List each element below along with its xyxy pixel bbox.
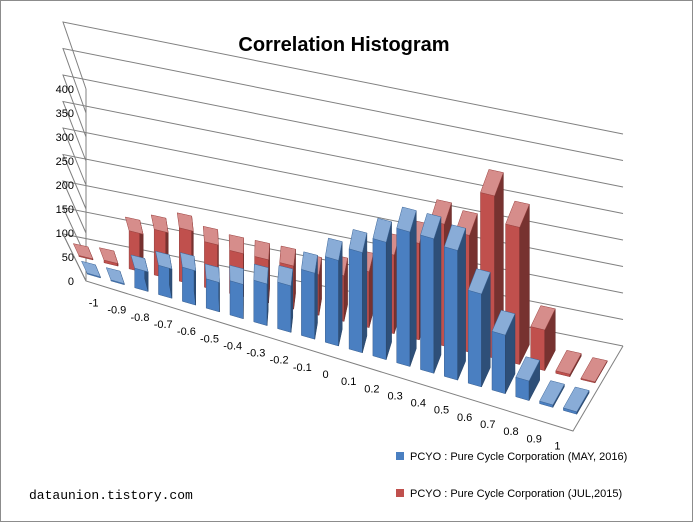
bar-may-2016-0.7 xyxy=(491,309,516,395)
bar-may-2016-0.5 xyxy=(443,224,466,381)
bar-may-2016--0.2 xyxy=(277,265,294,333)
y-tick-label: 400 xyxy=(56,84,74,96)
x-tick-label: -0.3 xyxy=(246,348,265,360)
x-tick-label: 0.6 xyxy=(457,412,472,424)
x-tick-label: -0.4 xyxy=(223,340,242,352)
y-tick-label: 350 xyxy=(56,108,74,120)
bar-may-2016--0.9 xyxy=(105,267,125,286)
legend-label-may-2016: PCYO : Pure Cycle Corporation (MAY, 2016… xyxy=(410,451,627,463)
gridline xyxy=(62,100,624,214)
legend-swatch-may-2016 xyxy=(396,452,404,460)
y-tick-label: 100 xyxy=(56,228,74,240)
bars xyxy=(72,169,608,416)
bar-may-2016-0.6 xyxy=(467,268,491,388)
x-tick-label: 0.2 xyxy=(364,383,379,395)
x-tick-label: -0.5 xyxy=(200,333,219,345)
x-tick-label: 0 xyxy=(322,369,328,381)
gridline xyxy=(62,21,624,135)
bar-may-2016--0.4 xyxy=(229,264,244,320)
legend-swatch-jul-2015 xyxy=(396,489,404,497)
gridline xyxy=(62,74,624,188)
bar-jul-2015-1 xyxy=(580,357,608,384)
bar-may-2016-0.2 xyxy=(372,217,392,361)
x-axis-ticks: -1 -0.9 -0.8 -0.7 -0.6 -0.5 -0.4 -0.3 -0.2 -0.1 0 0… xyxy=(89,298,561,453)
bar-may-2016-1 xyxy=(563,386,590,416)
chart-title: Correlation Histogram xyxy=(238,34,449,56)
legend: PCYO : Pure Cycle Corporation (MAY, 2016… xyxy=(396,451,627,500)
y-tick-label: 250 xyxy=(56,156,74,168)
x-tick-label: -0.2 xyxy=(270,355,289,367)
x-tick-label: -0.6 xyxy=(177,326,196,338)
bar-may-2016-0.3 xyxy=(396,206,417,367)
y-axis-ticks: 0 50 100 150 200 250 300 350 400 xyxy=(56,84,74,288)
bar-may-2016-0.8 xyxy=(515,356,541,401)
bar-may-2016-0.4 xyxy=(420,213,442,374)
y-tick-label: 0 xyxy=(68,276,74,288)
bar-jul-2015--0.9 xyxy=(98,247,119,267)
gridline xyxy=(62,47,624,161)
x-tick-label: 1 xyxy=(554,440,560,452)
bar-may-2016-0.1 xyxy=(348,229,368,354)
x-tick-label: 0.1 xyxy=(341,376,356,388)
bar-may-2016-0.9 xyxy=(539,380,565,409)
y-tick-label: 300 xyxy=(56,132,74,144)
x-tick-label: 0.9 xyxy=(527,433,542,445)
y-tick-label: 50 xyxy=(62,252,74,264)
x-tick-label: 0.8 xyxy=(503,426,518,438)
x-tick-label: 0.3 xyxy=(387,390,402,402)
bar-may-2016--0.1 xyxy=(301,251,318,340)
bar-jul-2015-0.7 xyxy=(505,200,530,365)
x-tick-label: -0.1 xyxy=(293,362,312,374)
legend-label-jul-2015: PCYO : Pure Cycle Corporation (JUL,2015) xyxy=(410,488,622,500)
bar-may-2016--0.7 xyxy=(155,250,173,299)
y-tick-label: 200 xyxy=(56,180,74,192)
side-wall xyxy=(63,22,86,281)
bar-may-2016--0.3 xyxy=(253,263,269,326)
chart-floor xyxy=(62,233,624,432)
bar-may-2016--0.5 xyxy=(204,263,220,313)
x-tick-label: 0.4 xyxy=(411,398,426,410)
bar-jul-2015--1 xyxy=(72,243,94,261)
x-tick-label: -0.9 xyxy=(107,305,126,317)
x-tick-label: -1 xyxy=(89,298,99,310)
x-tick-label: -0.7 xyxy=(154,319,173,331)
watermark: dataunion.tistory.com xyxy=(29,488,193,503)
x-tick-label: 0.5 xyxy=(434,405,449,417)
bar-may-2016--1 xyxy=(81,260,101,279)
floor-edge xyxy=(62,233,624,432)
bar-may-2016--0.8 xyxy=(130,254,149,292)
bar-jul-2015-0.9 xyxy=(555,350,582,378)
x-tick-label: -0.8 xyxy=(131,312,150,324)
bar-may-2016--0.6 xyxy=(179,252,196,306)
y-tick-label: 150 xyxy=(56,204,74,216)
bar-may-2016-0 xyxy=(325,237,343,347)
x-tick-label: 0.7 xyxy=(480,419,495,431)
